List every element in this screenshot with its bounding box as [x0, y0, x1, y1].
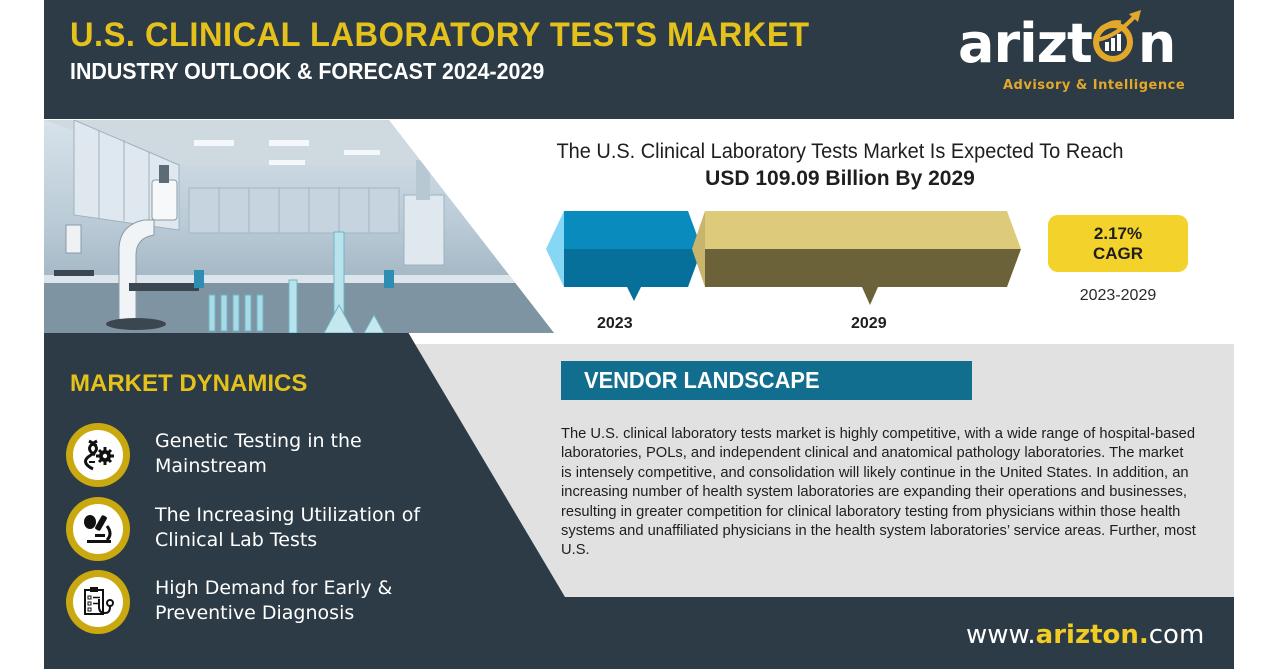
- cagr-period: 2023-2029: [1079, 287, 1157, 304]
- url-prefix: www.: [966, 620, 1036, 650]
- clipboard-stethoscope-icon: [66, 570, 130, 634]
- cagr-label: CAGR: [1092, 244, 1144, 263]
- page-title: U.S. CLINICAL LABORATORY TESTS MARKET: [70, 16, 810, 54]
- forecast-headline: The U.S. Clinical Laboratory Tests Marke…: [556, 140, 1124, 163]
- logo-tagline: Advisory & Intelligence: [1003, 78, 1186, 93]
- market-dynamic-item: The Increasing Utilization of Clinical L…: [66, 497, 486, 561]
- forecast-arrow-chart: [546, 211, 1021, 305]
- market-dynamic-item: High Demand for Early & Preventive Diagn…: [66, 570, 486, 634]
- market-dynamic-line1: High Demand for Early &: [155, 577, 393, 599]
- year-label-2023: 2023: [597, 315, 633, 332]
- logo-wordmark-suffix: n: [1137, 12, 1176, 75]
- website-link[interactable]: www.arizton.com: [966, 620, 1204, 650]
- laboratory-photo: [44, 120, 554, 333]
- market-dynamic-line2: Mainstream: [155, 455, 267, 477]
- logo-wordmark-prefix: arizt: [958, 12, 1093, 75]
- forecast-value-headline: USD 109.09 Billion By 2029: [705, 167, 975, 190]
- arizton-logo[interactable]: arizt n: [958, 10, 1176, 75]
- market-dynamic-line2: Preventive Diagnosis: [155, 602, 355, 624]
- url-brand: arizton.: [1035, 620, 1149, 650]
- market-dynamic-item: Genetic Testing in the Mainstream: [66, 423, 486, 487]
- market-dynamic-line1: The Increasing Utilization of: [155, 504, 421, 526]
- market-dynamic-line1: Genetic Testing in the: [155, 430, 362, 452]
- cagr-badge: 2.17% CAGR: [1048, 215, 1188, 272]
- market-dynamic-line2: Clinical Lab Tests: [155, 529, 318, 551]
- market-dynamics-title: MARKET DYNAMICS: [70, 370, 308, 397]
- vendor-landscape-title: VENDOR LANDSCAPE: [584, 367, 820, 393]
- microscope-icon: [66, 497, 130, 561]
- year-label-2029: 2029: [851, 315, 887, 332]
- target-arrow-growth-icon: [1092, 10, 1141, 66]
- cagr-value: 2.17%: [1093, 224, 1143, 243]
- dna-gear-icon: [66, 423, 130, 487]
- url-suffix: com: [1148, 620, 1205, 650]
- vendor-landscape-banner: VENDOR LANDSCAPE: [561, 361, 972, 400]
- header-banner: [44, 0, 1234, 119]
- page-subtitle: INDUSTRY OUTLOOK & FORECAST 2024-2029: [70, 58, 545, 84]
- vendor-landscape-body: The U.S. clinical laboratory tests marke…: [561, 425, 1196, 559]
